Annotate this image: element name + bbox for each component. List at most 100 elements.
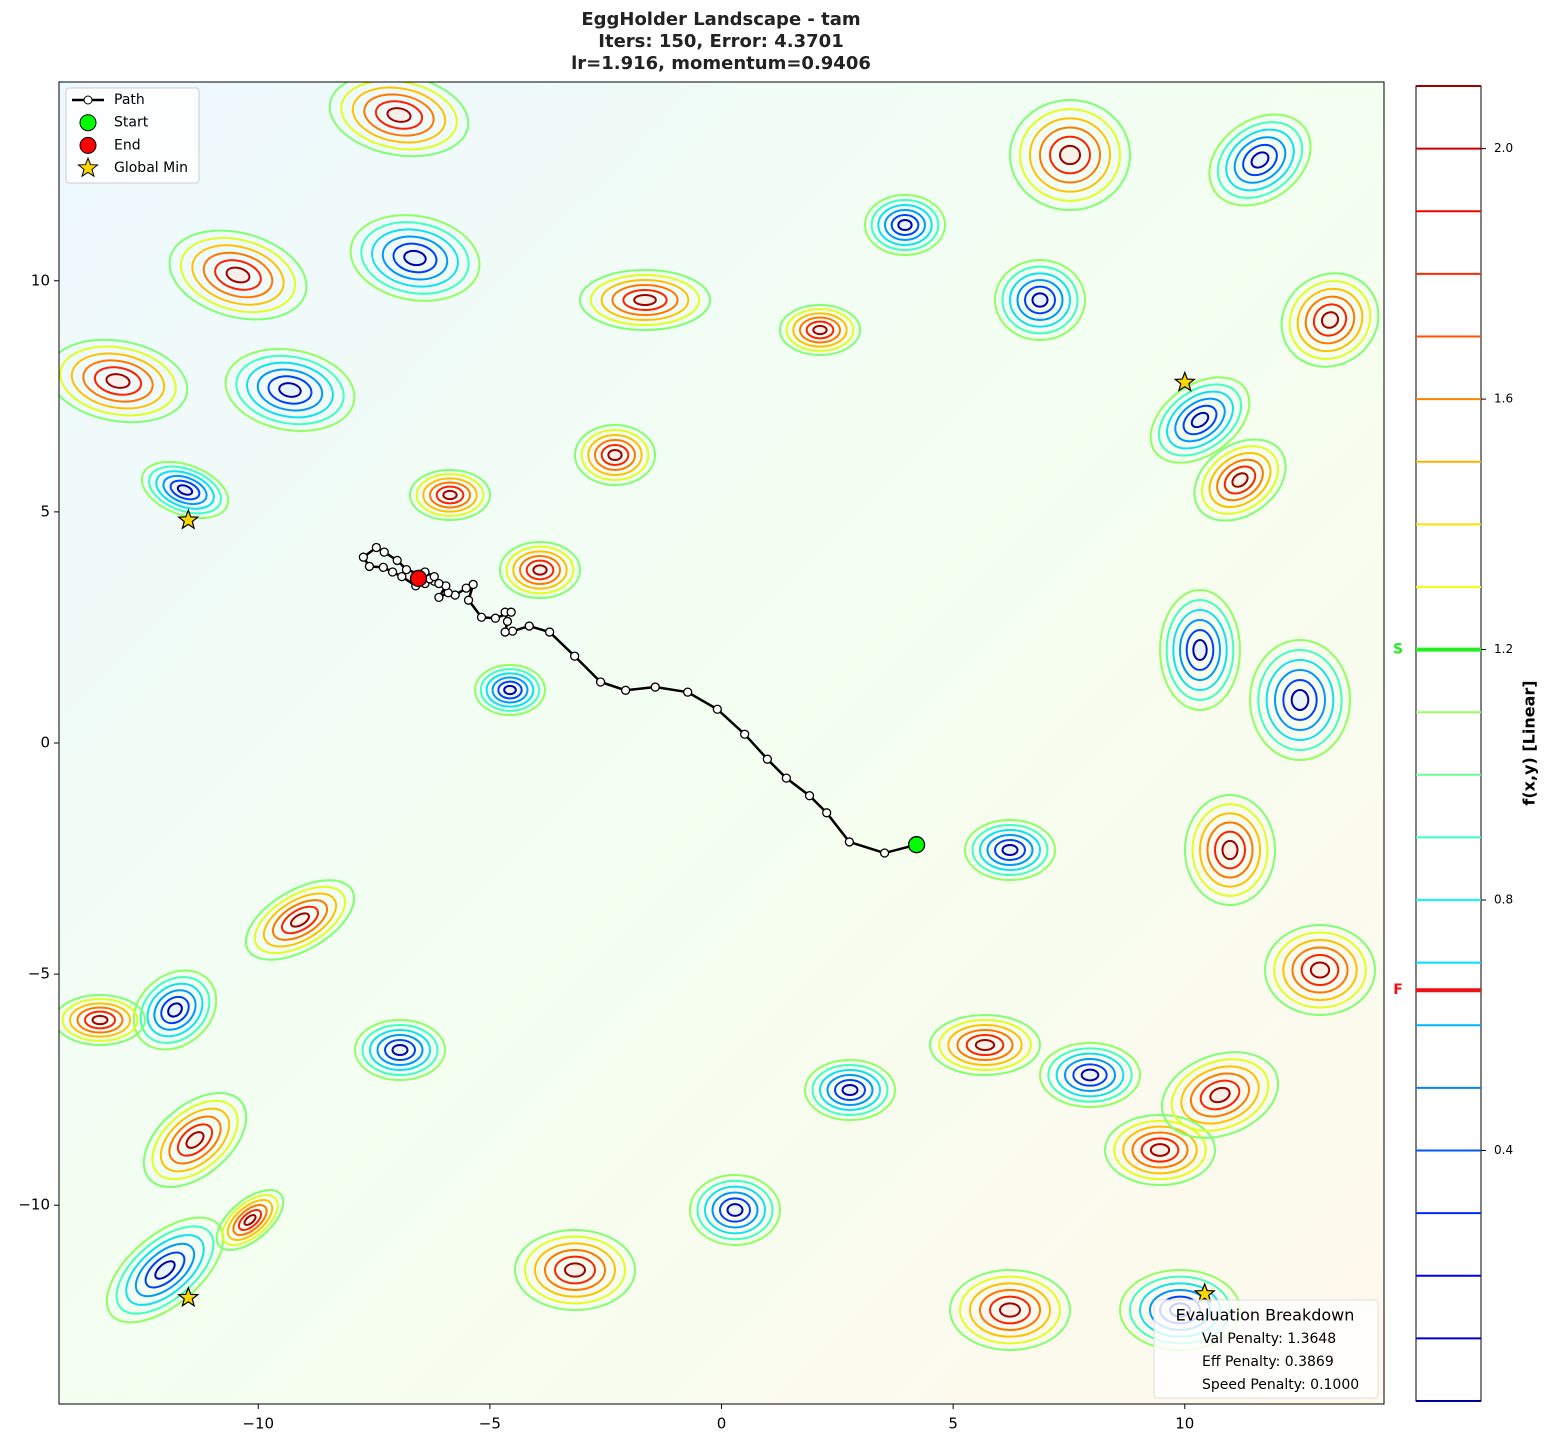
contour-ring: [841, 1084, 859, 1096]
path-point: [804, 791, 815, 801]
contour-ring: [167, 1002, 183, 1018]
annotation-title: Evaluation Breakdown: [1176, 1306, 1355, 1325]
path-point: [429, 571, 439, 582]
annotation-line: Eff Penalty: 0.3869: [1202, 1354, 1334, 1370]
path-point: [364, 561, 375, 572]
path-point: [401, 565, 412, 575]
contour-ring: [59, 994, 146, 1046]
contour-ring: [160, 995, 190, 1025]
contour-ring: [93, 366, 143, 396]
colorbar-final-marker-label: F: [1393, 982, 1403, 998]
colorbar-tick-label: 1.6: [1494, 392, 1513, 406]
contour-ring: [956, 1029, 1014, 1061]
path-point: [500, 627, 510, 637]
contour-ring: [959, 1275, 1061, 1345]
contour-ring: [938, 1019, 1032, 1071]
path-point: [371, 542, 382, 553]
chart-title: EggHolder Landscape - tam: [581, 9, 860, 30]
contour-ring: [1300, 954, 1340, 986]
contour-ring: [1104, 1114, 1216, 1186]
contour-ring: [1290, 689, 1310, 711]
path-point: [507, 626, 518, 636]
contour-ring: [600, 279, 690, 321]
contour-ring: [221, 1194, 279, 1246]
contour-ring: [1257, 649, 1343, 751]
legend-label: Global Min: [114, 160, 188, 176]
path-point: [476, 612, 487, 622]
colorbar-tick-label: 2.0: [1494, 141, 1513, 155]
contour-ring: [1039, 1042, 1141, 1108]
contour-ring: [897, 219, 913, 231]
contour-ring: [169, 479, 201, 501]
contour-ring: [1192, 639, 1208, 661]
contour-ring: [544, 1249, 606, 1291]
contour-ring: [524, 1235, 626, 1305]
contour-ring: [1199, 812, 1261, 888]
contour-ring: [1209, 1086, 1231, 1104]
contour-ring: [1059, 144, 1081, 166]
x-tick-label: 0: [717, 1415, 727, 1433]
contour-ring: [442, 489, 458, 501]
contour-ring: [711, 1191, 759, 1229]
contour-ring: [704, 1185, 766, 1235]
contour-ring: [146, 982, 204, 1038]
contour-ring: [371, 228, 459, 288]
contour-ring: [579, 269, 711, 331]
contour-ring: [1016, 279, 1064, 321]
contour-ring: [1225, 128, 1295, 192]
contour-ring: [1191, 803, 1269, 897]
contour-ring: [890, 214, 920, 236]
contour-ring: [1216, 121, 1304, 199]
y-tick-label: 10: [31, 271, 50, 289]
colorbar-tick-label: 1.2: [1494, 642, 1513, 656]
path-point: [387, 567, 398, 577]
path-point: [822, 808, 832, 818]
contour-ring: [422, 477, 478, 513]
contour-ring: [1182, 404, 1218, 436]
contour-ring: [1113, 1119, 1207, 1181]
contour-ring: [132, 969, 218, 1051]
path-point: [490, 613, 501, 623]
contour-ring: [202, 251, 274, 299]
contour-ring: [1024, 285, 1056, 315]
contour-ring: [278, 382, 302, 398]
contour-ring: [369, 1029, 431, 1071]
contour-ring: [834, 1079, 866, 1101]
contour-ring: [381, 235, 449, 281]
contour-ring: [1231, 472, 1249, 488]
contour-ring: [1122, 1125, 1198, 1175]
contour-ring: [386, 107, 412, 123]
contour-ring: [580, 429, 650, 481]
path-point: [379, 547, 389, 557]
contour-ring: [376, 1034, 424, 1066]
contour-ring: [1265, 659, 1335, 741]
contour-ring: [59, 345, 177, 417]
contour-ring: [70, 352, 166, 410]
contour-ring: [1214, 830, 1246, 870]
path-point: [506, 607, 516, 617]
contour-ring: [554, 1255, 596, 1285]
contour-ring: [479, 668, 541, 712]
path-point: [397, 571, 407, 582]
contour-ring: [1180, 1065, 1260, 1125]
path-point: [358, 552, 369, 562]
contour-ring: [435, 485, 465, 505]
contour-ring: [374, 100, 424, 130]
y-tick-label: −5: [28, 965, 50, 983]
contour-ring: [696, 1179, 774, 1241]
contour-ring: [1208, 113, 1312, 207]
colorbar-tick-label: 0.4: [1494, 1143, 1513, 1157]
contour-ring: [1039, 126, 1101, 184]
contour-ring: [224, 348, 356, 432]
contour-ring: [384, 1039, 416, 1061]
contour-ring: [986, 834, 1034, 866]
contour-ring: [1072, 1063, 1108, 1087]
contour-ring: [485, 672, 535, 708]
path-point: [461, 583, 471, 593]
path-point: [712, 704, 722, 714]
contour-ring: [514, 1229, 636, 1311]
x-tick-label: 10: [1175, 1415, 1194, 1433]
contour-ring: [574, 424, 656, 486]
contour-ring: [1189, 1072, 1251, 1118]
chart-subtitle: Iters: 150, Error: 4.3701: [598, 31, 843, 52]
